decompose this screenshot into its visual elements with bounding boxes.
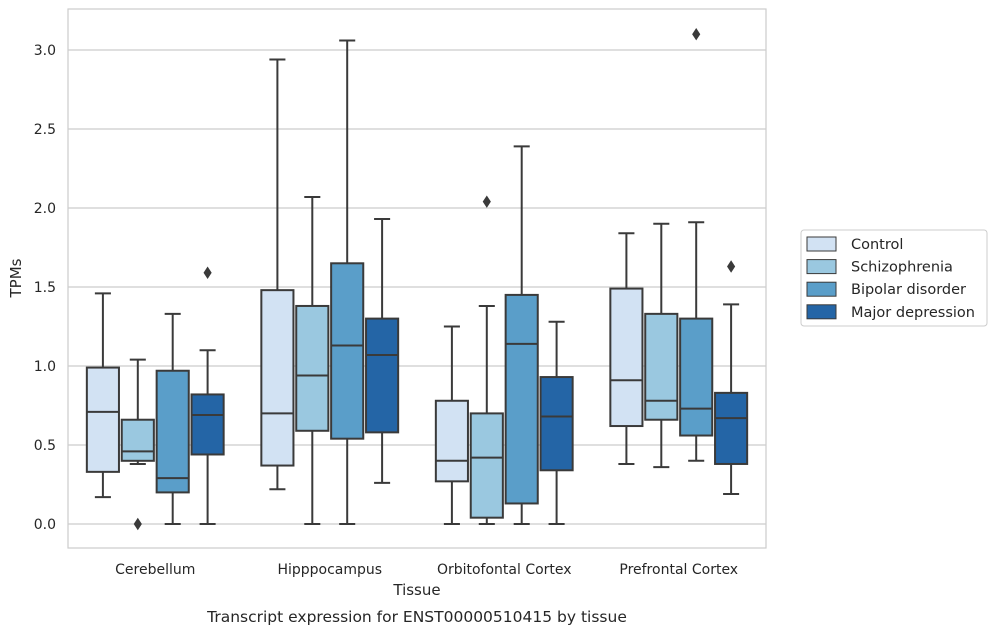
box-schizophrenia (469, 195, 504, 525)
y-tick-label: 0.0 (34, 517, 56, 533)
box-control (609, 232, 644, 465)
legend-frame (800, 229, 988, 327)
legend-swatch (806, 281, 837, 297)
y-axis-ticks: 0.0 0.5 1.0 1.5 2.0 2.5 3.0 (34, 43, 56, 533)
y-axis-label: TPMs (7, 258, 25, 298)
y-tick-label: 1.5 (34, 280, 56, 296)
y-tick-label: 1.0 (34, 359, 56, 375)
box-major-depression (365, 218, 400, 484)
box-iqr (85, 366, 120, 473)
y-tick-label: 2.0 (34, 201, 56, 217)
box-bipolar-disorder (155, 312, 190, 525)
x-axis-ticks: Cerebellum Hipppocampus Orbitofontal Corte… (115, 562, 738, 578)
outlier-point (482, 195, 491, 208)
box-iqr (714, 391, 749, 465)
box-iqr (434, 399, 469, 483)
box-major-depression (539, 320, 574, 525)
x-tick-label: Orbitofontal Cortex (437, 562, 572, 578)
legend-label: Control (851, 237, 903, 253)
legend-swatch (806, 304, 837, 320)
box-major-depression (190, 266, 225, 525)
outlier-point (203, 266, 212, 280)
box-iqr (609, 287, 644, 428)
x-tick-label: Cerebellum (115, 562, 195, 578)
box-iqr (539, 376, 574, 472)
box-major-depression (714, 260, 749, 495)
legend-label: Major depression (851, 305, 975, 321)
box-control (85, 292, 120, 499)
box-iqr (504, 293, 539, 505)
plot-area-frame (67, 8, 767, 549)
box-iqr (260, 289, 295, 467)
box-schizophrenia (644, 222, 679, 469)
box-iqr (679, 317, 714, 437)
box-schizophrenia (120, 358, 155, 531)
legend: Control Schizophrenia Bipolar disorder Majo… (800, 229, 988, 327)
box-bipolar-disorder (679, 27, 714, 462)
outlier-point (727, 260, 736, 273)
boxes (85, 27, 749, 531)
x-tick-label: Hipppocampus (277, 562, 382, 578)
box-control (260, 58, 295, 491)
figure-caption: Transcript expression for ENST0000051041… (206, 608, 627, 626)
box-bipolar-disorder (504, 145, 539, 525)
box-schizophrenia (295, 195, 330, 525)
x-tick-label: Prefrontal Cortex (619, 562, 738, 578)
legend-label: Schizophrenia (851, 260, 953, 276)
box-bipolar-disorder (330, 39, 365, 525)
box-iqr (330, 262, 365, 440)
legend-swatch (806, 236, 837, 252)
outlier-point (692, 27, 701, 41)
box-iqr (469, 412, 504, 519)
box-iqr (120, 418, 155, 462)
box-iqr (190, 393, 225, 456)
y-tick-label: 2.5 (34, 122, 56, 138)
y-tick-label: 3.0 (34, 43, 56, 59)
legend-swatch (806, 259, 837, 275)
box-iqr (644, 312, 679, 421)
x-axis-label: Tissue (392, 581, 440, 599)
y-tick-label: 0.5 (34, 438, 56, 454)
box-iqr (365, 317, 400, 434)
box-control (434, 325, 469, 525)
legend-label: Bipolar disorder (851, 282, 966, 298)
outlier-point (133, 517, 142, 531)
box-iqr (155, 369, 190, 494)
box-iqr (295, 304, 330, 432)
